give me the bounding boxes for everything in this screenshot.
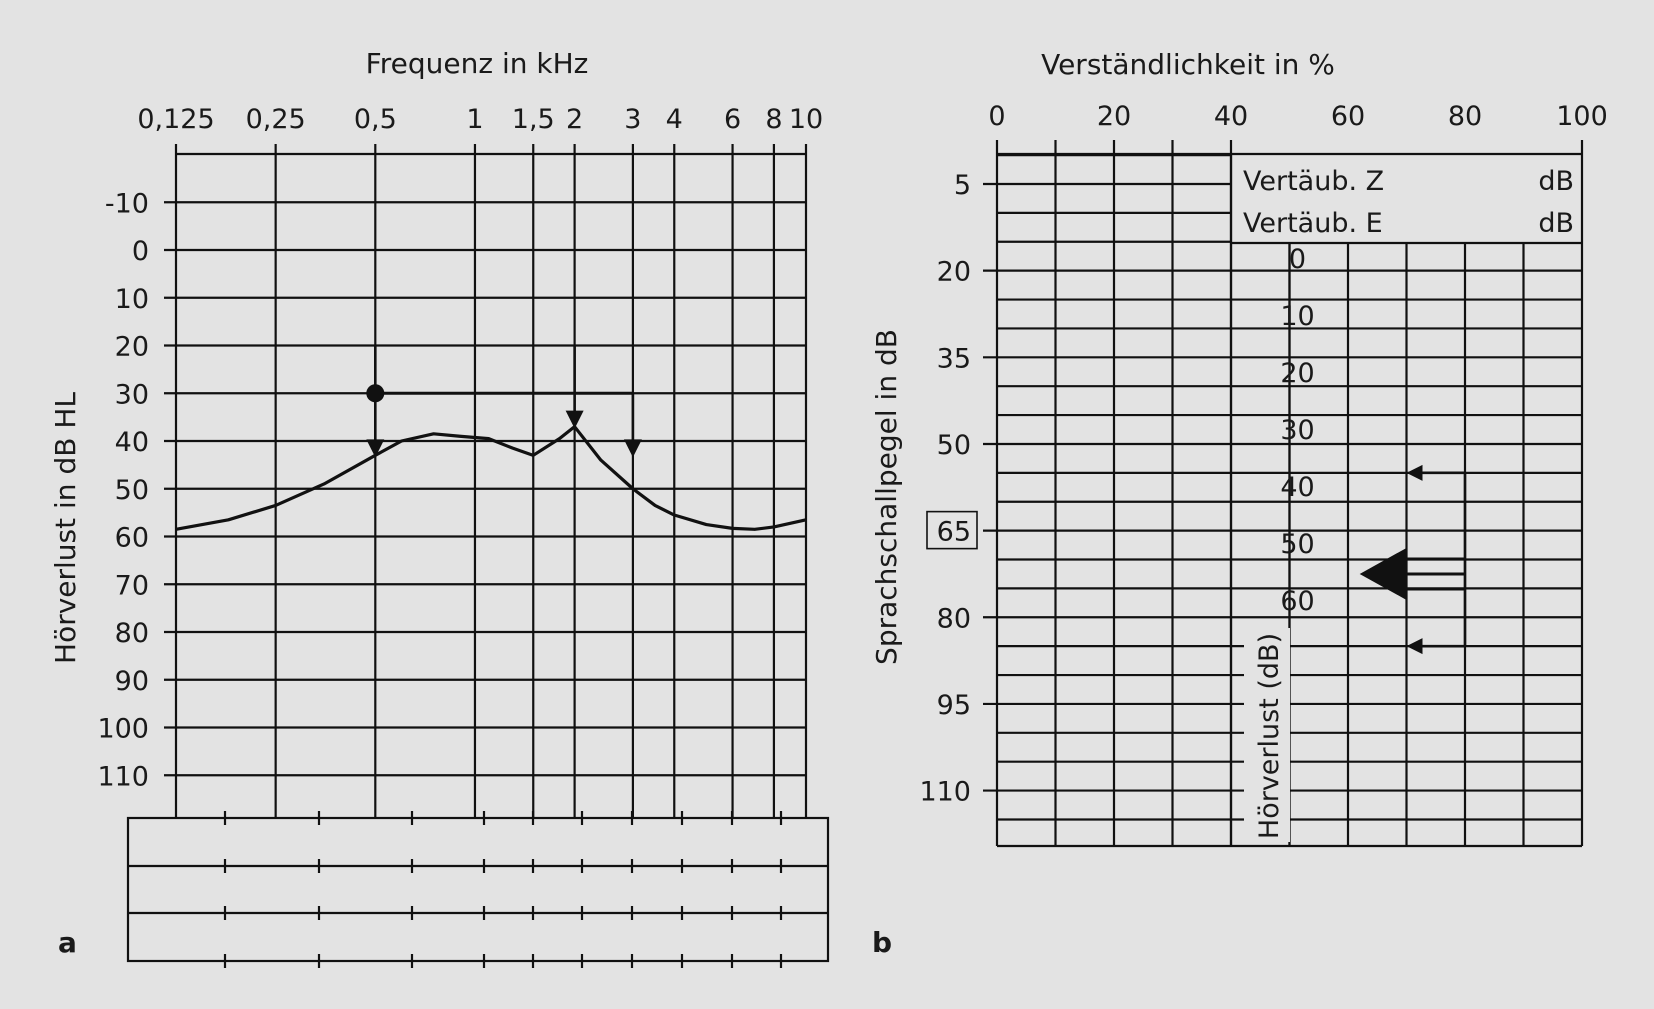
- inner-axis-tick-label: 30: [1280, 415, 1314, 446]
- audiogram-y-tick-label: 70: [115, 570, 149, 601]
- speech-y-tick-label: 80: [937, 603, 971, 634]
- audiogram-x-tick-label: 4: [666, 104, 683, 135]
- audiogram-y-tick-label: 30: [115, 379, 149, 410]
- audiogram-x-tick-label: 0,25: [246, 104, 306, 135]
- inner-axis-tick-label: 10: [1280, 301, 1314, 332]
- drop-arrow-head: [623, 439, 642, 458]
- big-arrow-head: [1359, 547, 1407, 600]
- inner-axis-label-bg: [1244, 628, 1290, 842]
- drop-arrow-head: [565, 410, 584, 429]
- inner-axis-tick-label: 40: [1280, 472, 1314, 503]
- audiogram-y-tick-label: 50: [115, 475, 149, 506]
- audiogram-y-tick-label: 40: [115, 427, 149, 458]
- audiogram-x-tick-label: 1,5: [512, 104, 555, 135]
- speech-y-tick-label: 35: [937, 343, 971, 374]
- speech-audiogram-panel: Verständlichkeit in % Sprachschallpegel …: [870, 48, 1608, 959]
- audiogram-masking-table: [126, 811, 830, 968]
- audiogram-x-tick-label: 0,125: [137, 104, 214, 135]
- speech-inner-axis: 0 10 20 30 40 50 60 Hörverlust (dB): [1244, 243, 1315, 846]
- audiogram-x-tick-label: 10: [789, 104, 823, 135]
- audiogram-x-tick-label: 6: [724, 104, 741, 135]
- speech-y-tick-label: 65: [937, 517, 971, 548]
- header-label-e: Vertäub. E: [1243, 208, 1383, 239]
- speech-x-tick-label: 40: [1214, 101, 1248, 132]
- audiogram-x-axis-title: Frequenz in kHz: [366, 47, 589, 80]
- audiogram-panel: Frequenz in kHz Hörverlust in dB HL a 0,…: [49, 47, 830, 968]
- drop-arrow-head: [366, 439, 385, 458]
- audiogram-y-tick-label: 0: [132, 236, 149, 267]
- inner-axis-tick-label: 0: [1289, 244, 1306, 275]
- audiogram-y-ticks: -10 0 10 20 30 40 50 60 70 80 90 100 110: [97, 188, 149, 792]
- speech-x-tick-label: 60: [1331, 101, 1365, 132]
- speech-x-ticks: 0 20 40 60 80 100: [988, 101, 1607, 132]
- speech-y-tick-label: 20: [937, 257, 971, 288]
- speech-y-tick-label: 95: [937, 690, 971, 721]
- inner-axis-tick-label: 60: [1280, 586, 1314, 617]
- audiogram-y-tick-label: 100: [97, 714, 149, 745]
- panel-label-a: a: [58, 926, 77, 959]
- audiogram-y-tick-label: 20: [115, 332, 149, 363]
- speech-x-tick-label: 0: [988, 101, 1005, 132]
- audiogram-y-tick-label: -10: [105, 188, 149, 219]
- audiogram-y-tick-label: 10: [115, 284, 149, 315]
- speech-y-tick-label: 5: [954, 170, 971, 201]
- speech-x-axis-title: Verständlichkeit in %: [1041, 48, 1335, 81]
- speech-y-ticks: 5 20 35 50 65 80 95 110: [919, 170, 978, 808]
- inner-axis-label: Hörverlust (dB): [1254, 633, 1285, 839]
- header-unit-e: dB: [1538, 208, 1574, 239]
- speech-x-tick-label: 80: [1448, 101, 1482, 132]
- audiogram-marks: [175, 345, 807, 531]
- hearing-curve: [175, 425, 807, 531]
- audiogram-x-tick-label: 3: [624, 104, 641, 135]
- audiogram-x-tick-label: 0,5: [354, 104, 397, 135]
- speech-y-tick-label: 50: [937, 430, 971, 461]
- speech-masking-header: Vertäub. Z dB Vertäub. E dB: [1243, 166, 1574, 239]
- panel-label-b: b: [872, 926, 892, 959]
- audiogram-y-tick-label: 90: [115, 666, 149, 697]
- masking-table-border: [126, 816, 830, 963]
- speech-y-axis-title: Sprachschallpegel in dB: [870, 329, 903, 665]
- small-arrow-head: [1406, 638, 1423, 655]
- header-label-z: Vertäub. Z: [1243, 166, 1384, 197]
- audiogram-grid: [164, 144, 808, 818]
- audiogram-x-tick-label: 2: [566, 104, 583, 135]
- audiogram-x-tick-label: 1: [466, 104, 483, 135]
- small-arrow-head: [1406, 464, 1423, 481]
- threshold-dot: [366, 384, 385, 403]
- highlighted-tick-box: [926, 510, 978, 550]
- inner-axis-tick-label: 50: [1280, 529, 1314, 560]
- speech-x-tick-label: 20: [1097, 101, 1131, 132]
- audiogram-x-ticks: 0,125 0,25 0,5 1 1,5 2 3 4 6 8 10: [137, 104, 823, 135]
- audiogram-x-tick-label: 8: [765, 104, 782, 135]
- audiogram-y-tick-label: 80: [115, 618, 149, 649]
- speech-marks: [1359, 464, 1467, 655]
- audiogram-y-tick-label: 110: [97, 761, 149, 792]
- inner-axis-tick-label: 20: [1280, 358, 1314, 389]
- audiogram-y-axis-title: Hörverlust in dB HL: [49, 392, 82, 664]
- speech-x-tick-label: 100: [1556, 101, 1608, 132]
- speech-y-tick-label: 110: [919, 777, 971, 808]
- audiogram-y-tick-label: 60: [115, 523, 149, 554]
- header-unit-z: dB: [1538, 166, 1574, 197]
